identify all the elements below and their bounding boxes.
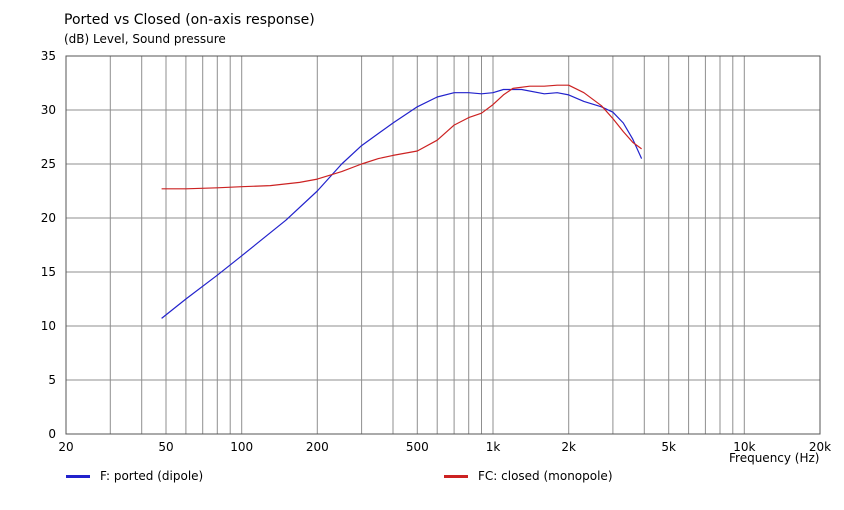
series-line-ported [161,88,643,319]
x-tick-label: 1k [486,440,501,454]
x-tick-label: 2k [561,440,576,454]
x-tick-label: 500 [406,440,429,454]
grid [65,55,821,435]
y-tick-label: 30 [41,103,56,117]
axes: 0 5 10 15 20 25 30 35 20 50 100 200 500 1k 2k 5k 10k 20k [41,49,831,454]
x-tick-label: 5k [661,440,676,454]
x-axis-label: Frequency (Hz) [729,451,820,465]
x-tick-label: 50 [158,440,173,454]
legend-item-closed: FC: closed (monopole) [444,469,613,483]
y-axis-label: (dB) Level, Sound pressure [64,32,226,46]
legend-swatch-closed [444,474,468,478]
x-tick-label: 10k [733,440,755,454]
plot-frame [65,55,821,435]
y-tick-label: 0 [48,427,56,441]
y-tick-label: 15 [41,265,56,279]
legend-label-ported: F: ported (dipole) [100,469,204,483]
y-tick-label: 5 [48,373,56,387]
y-tick-label: 20 [41,211,56,225]
x-tick-label: 200 [306,440,329,454]
y-tick-label: 35 [41,49,56,63]
series-line-closed [161,84,642,190]
chart-title: Ported vs Closed (on-axis response) [64,12,315,28]
legend-label-closed: FC: closed (monopole) [478,469,613,483]
legend-item-ported: F: ported (dipole) [66,469,203,483]
y-tick-label: 25 [41,157,56,171]
legend-swatch-ported [66,474,90,478]
x-tick-label: 20k [809,440,831,454]
x-tick-label: 20 [58,440,73,454]
series-lines [161,84,643,319]
y-tick-label: 10 [41,319,56,333]
x-tick-label: 100 [230,440,253,454]
